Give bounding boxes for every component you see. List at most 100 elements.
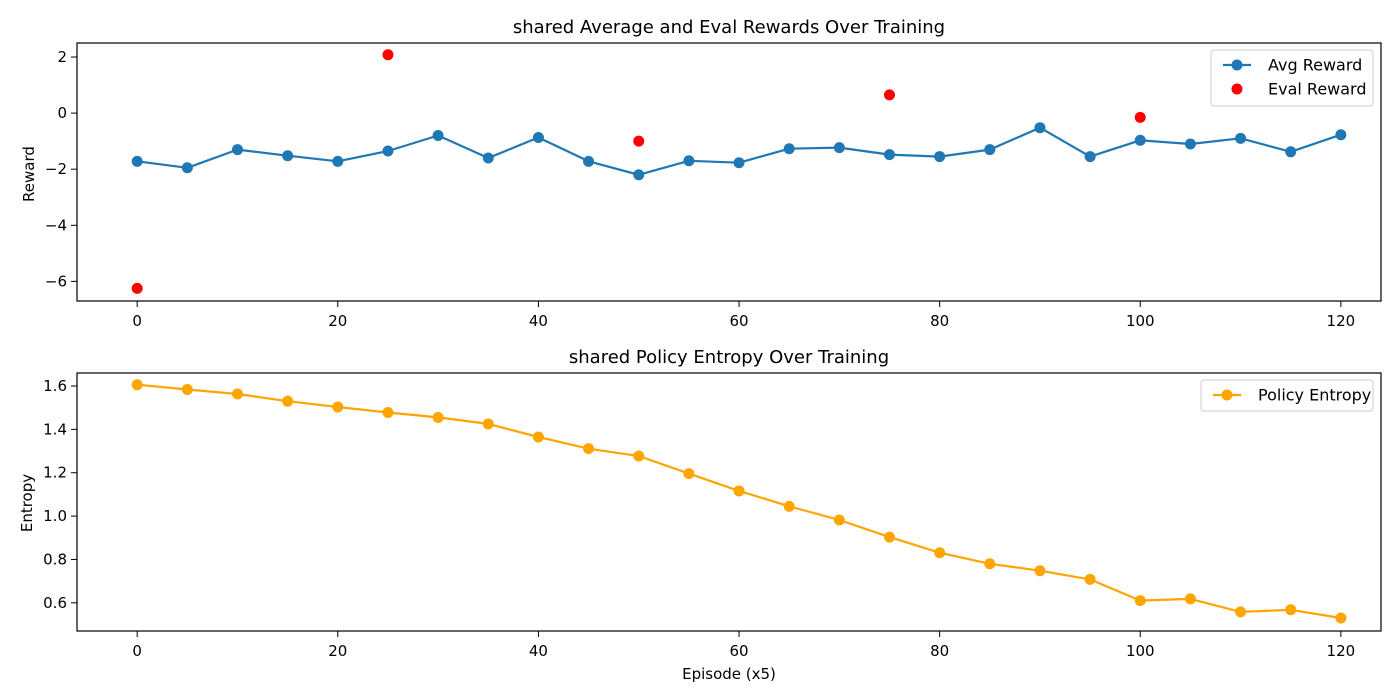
- entropy-policy-entropy-point: [833, 514, 845, 526]
- reward-eval-reward-point: [131, 282, 143, 294]
- entropy-policy-entropy-point: [1285, 604, 1297, 616]
- reward-avg-reward-point: [332, 155, 344, 167]
- reward-x-tick-label: 60: [729, 312, 748, 330]
- reward-avg-reward-point: [683, 155, 695, 167]
- reward-avg-reward-point: [1235, 132, 1247, 144]
- entropy-chart-title: shared Policy Entropy Over Training: [569, 347, 889, 368]
- entropy-y-tick-label: 1.0: [43, 507, 67, 525]
- reward-avg-reward-point: [1034, 122, 1046, 134]
- reward-x-tick-label: 120: [1327, 312, 1356, 330]
- reward-avg-reward-point: [833, 142, 845, 154]
- entropy-policy-entropy-point: [1335, 612, 1347, 624]
- reward-avg-reward-point: [1084, 151, 1096, 163]
- reward-avg-reward-point: [1335, 129, 1347, 141]
- entropy-y-tick-label: 0.8: [43, 550, 67, 568]
- reward-x-tick-label: 0: [132, 312, 142, 330]
- entropy-y-tick-label: 0.6: [43, 594, 67, 612]
- entropy-x-tick-label: 60: [729, 642, 748, 660]
- reward-y-tick-label: −2: [45, 160, 67, 178]
- reward-legend-box: [1210, 49, 1374, 107]
- entropy-policy-entropy-point: [1134, 595, 1146, 607]
- reward-y-tick-label: −4: [45, 216, 67, 234]
- entropy-policy-entropy-point: [482, 418, 494, 430]
- entropy-chart: shared Policy Entropy Over Training Entr…: [18, 347, 1382, 683]
- entropy-policy-entropy-point: [984, 558, 996, 570]
- reward-x-tick-label: 80: [930, 312, 949, 330]
- reward-avg-reward-point: [633, 169, 645, 181]
- entropy-policy-entropy-point: [131, 379, 143, 391]
- entropy-policy-entropy-point: [1084, 573, 1096, 585]
- entropy-legend: Policy Entropy: [1200, 379, 1374, 412]
- entropy-policy-entropy-point: [1235, 606, 1247, 618]
- reward-legend-eval-reward-marker: [1231, 83, 1243, 95]
- entropy-policy-entropy-point: [181, 383, 193, 395]
- reward-avg-reward-point: [532, 132, 544, 144]
- entropy-x-tick-label: 120: [1327, 642, 1356, 660]
- entropy-legend-policy-entropy-marker: [1221, 389, 1233, 401]
- entropy-plot-area: 0 20 40 60 80 100 120 1.6 1.4 1.2 1.0 0.8 0.6: [43, 372, 1382, 660]
- entropy-policy-entropy-point: [583, 443, 595, 455]
- reward-avg-reward-point: [131, 155, 143, 167]
- reward-avg-reward-point: [1285, 146, 1297, 158]
- reward-avg-reward-point: [231, 144, 243, 156]
- entropy-policy-entropy-point: [683, 468, 695, 480]
- entropy-x-tick-label: 100: [1126, 642, 1155, 660]
- reward-avg-reward-point: [382, 145, 394, 157]
- reward-eval-reward-point: [382, 49, 394, 61]
- entropy-policy-entropy-point: [633, 450, 645, 462]
- reward-legend-avg-reward-label: Avg Reward: [1268, 56, 1362, 75]
- reward-eval-reward-point: [633, 135, 645, 147]
- entropy-policy-entropy-point: [532, 431, 544, 443]
- reward-avg-reward-point: [1184, 138, 1196, 150]
- reward-avg-reward-point: [783, 143, 795, 155]
- entropy-x-tick-label: 40: [529, 642, 548, 660]
- entropy-y-tick-label: 1.6: [43, 377, 67, 395]
- reward-avg-reward-point: [583, 155, 595, 167]
- reward-eval-reward-point: [1134, 111, 1146, 123]
- entropy-y-tick-label: 1.2: [43, 464, 67, 482]
- entropy-x-tick-label: 80: [930, 642, 949, 660]
- entropy-axes-frame: [76, 372, 1382, 632]
- entropy-policy-entropy-point: [934, 547, 946, 559]
- entropy-policy-entropy-point: [432, 411, 444, 423]
- entropy-policy-entropy-point: [883, 531, 895, 543]
- entropy-x-tick-label: 0: [132, 642, 142, 660]
- entropy-policy-entropy-point: [382, 406, 394, 418]
- reward-avg-reward-point: [1134, 134, 1146, 146]
- reward-x-tick-label: 40: [529, 312, 548, 330]
- reward-avg-reward-point: [482, 152, 494, 164]
- reward-y-tick-label: −6: [45, 272, 67, 290]
- entropy-y-axis-label: Entropy: [18, 474, 36, 532]
- reward-x-tick-label: 100: [1126, 312, 1155, 330]
- entropy-x-axis-label: Episode (x5): [682, 665, 776, 683]
- reward-legend-avg-reward-marker: [1231, 59, 1243, 71]
- entropy-policy-entropy-point: [1034, 565, 1046, 577]
- entropy-policy-entropy-point: [282, 395, 294, 407]
- reward-chart: shared Average and Eval Rewards Over Tra…: [20, 17, 1382, 330]
- reward-y-tick-label: 0: [57, 104, 67, 122]
- entropy-policy-entropy-point: [1184, 593, 1196, 605]
- reward-y-axis-label: Reward: [20, 146, 38, 202]
- reward-avg-reward-point: [883, 149, 895, 161]
- reward-avg-reward-point: [181, 162, 193, 174]
- entropy-legend-box: [1200, 379, 1374, 412]
- entropy-legend-policy-entropy-label: Policy Entropy: [1258, 386, 1371, 405]
- entropy-y-tick-label: 1.4: [43, 420, 67, 438]
- reward-avg-reward-point: [984, 144, 996, 156]
- entropy-policy-entropy-point: [733, 485, 745, 497]
- reward-eval-reward-point: [883, 89, 895, 101]
- reward-avg-reward-point: [733, 157, 745, 169]
- entropy-policy-entropy-point: [231, 388, 243, 400]
- reward-legend: Avg Reward Eval Reward: [1210, 49, 1374, 107]
- reward-x-tick-label: 20: [328, 312, 347, 330]
- reward-chart-title: shared Average and Eval Rewards Over Tra…: [513, 17, 945, 38]
- reward-avg-reward-point: [282, 150, 294, 162]
- reward-legend-eval-reward-label: Eval Reward: [1268, 80, 1367, 99]
- reward-avg-reward-point: [432, 130, 444, 142]
- reward-avg-reward-point: [934, 151, 946, 163]
- reward-axes-frame: [76, 42, 1382, 302]
- reward-y-tick-label: 2: [57, 48, 67, 66]
